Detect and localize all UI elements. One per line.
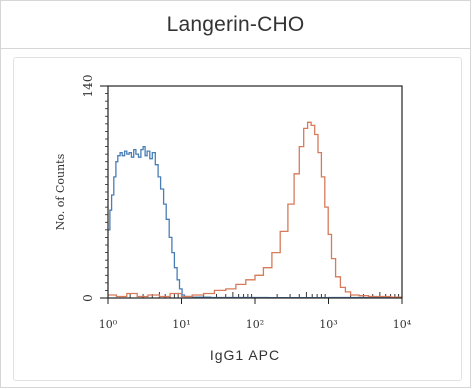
plot-frame [13,57,462,381]
x-tick-label: 10² [246,318,264,331]
y-tick-label: 0 [81,294,95,302]
y-axis-label: No. of Counts [54,153,67,230]
x-tick-label: 10¹ [172,318,190,331]
series-layer [108,121,402,299]
x-tick-label: 10⁴ [393,318,412,331]
panel-body [0,48,471,388]
x-tick-label: 10⁰ [99,318,118,331]
tick-layer: 10⁰ 10¹ 10² 10³ 10⁴ 0 140 [81,75,412,331]
plot-area [107,85,403,299]
panel-title: Langerin-CHO [166,12,305,36]
panel-header: Langerin-CHO [0,0,471,48]
x-tick-label: 10³ [319,318,337,331]
x-axis-label: IgG1 APC [210,347,280,363]
y-tick-label: 140 [81,75,95,98]
histogram-series-2 [108,121,402,298]
